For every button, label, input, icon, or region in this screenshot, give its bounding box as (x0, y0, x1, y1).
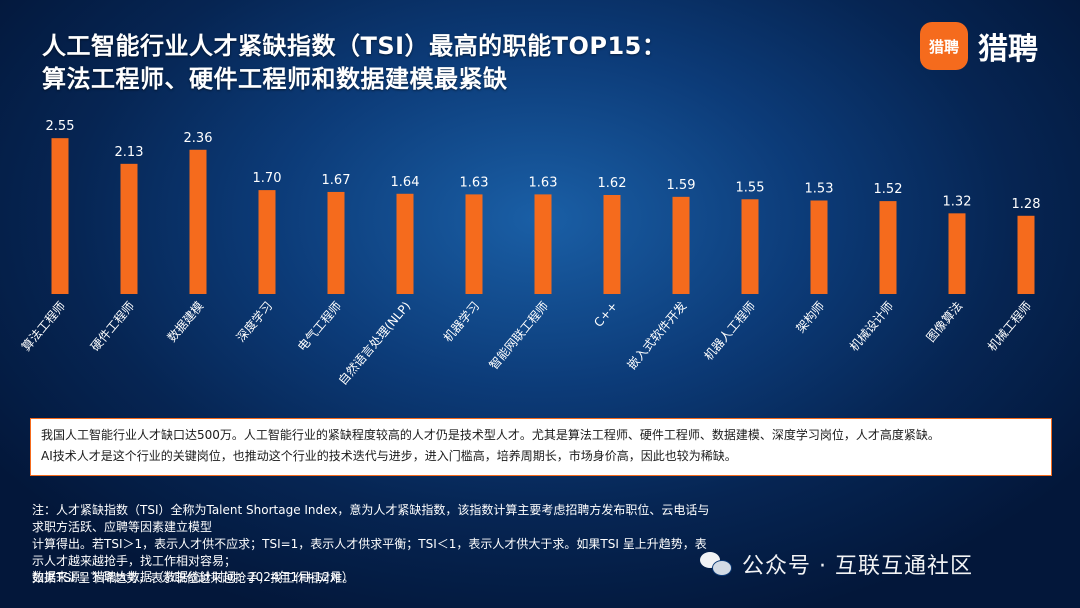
category-label-7: 机器学习 (440, 298, 482, 344)
wechat-icon (700, 552, 732, 576)
title-line-2: 算法工程师、硬件工程师和数据建模最紧缺 (42, 65, 508, 93)
category-label-14: 图像算法 (923, 298, 965, 344)
category-label-12: 架构师 (793, 298, 828, 335)
bar-6 (396, 193, 414, 294)
bar-15 (1017, 215, 1035, 294)
bar-11 (741, 199, 759, 294)
category-label-4: 深度学习 (233, 298, 275, 344)
bar-5 (327, 191, 345, 294)
category-label-10: 嵌入式软件开发 (624, 298, 689, 372)
value-label-13: 1.52 (874, 182, 903, 197)
category-label-3: 数据建模 (164, 298, 206, 344)
bar-2 (120, 163, 138, 294)
bar-14 (948, 213, 966, 294)
footnote-line-3: 如果TSI 呈下降趋势，表示职位越来越抢手，找工作相对难。 (32, 571, 355, 585)
category-label-15: 机械工程师 (984, 298, 1034, 354)
watermark-text: 公众号 · 互联互通社区 (742, 554, 973, 579)
category-label-13: 机械设计师 (846, 298, 896, 354)
summary-box: 我国人工智能行业人才缺口达500万。人工智能行业的紧缺程度较高的人才仍是技术型人… (30, 418, 1052, 476)
value-label-4: 1.70 (253, 171, 282, 186)
bar-1 (51, 138, 69, 294)
bar-9 (603, 195, 621, 294)
chart-title: 人工智能行业人才紧缺指数（TSI）最高的职能TOP15： 算法工程师、硬件工程师… (42, 30, 666, 96)
value-label-2: 2.13 (115, 145, 144, 160)
watermark: 公众号 · 互联互通社区 (700, 548, 973, 580)
bar-chart: 2.55 2.13 2.36 1.70 1.67 1.64 1.63 1.63 1.62 1.59… (18, 119, 1041, 388)
bar-7 (465, 194, 483, 294)
title-line-1: 人工智能行业人才紧缺指数（TSI）最高的职能TOP15： (42, 32, 667, 60)
bar-10 (672, 196, 690, 294)
footnote-line-1: 注：人才紧缺指数（TSI）全称为Talent Shortage Index，意为… (32, 503, 710, 534)
value-label-6: 1.64 (391, 175, 420, 190)
category-label-11: 机器人工程师 (701, 298, 759, 363)
footnote-line-2: 计算得出。若TSI＞1，表示人才供不应求；TSI=1，表示人才供求平衡；TSI＜… (32, 537, 707, 568)
value-label-15: 1.28 (1012, 197, 1041, 212)
bar-3 (189, 149, 207, 294)
value-label-5: 1.67 (322, 173, 351, 188)
summary-line-2: AI技术人才是这个行业的关键岗位，也推动这个行业的技术迭代与进步，进入门槛高，培… (41, 449, 737, 463)
footnote: 注：人才紧缺指数（TSI）全称为Talent Shortage Index，意为… (32, 502, 712, 587)
logo-badge-icon: 猎聘 (920, 22, 968, 70)
category-label-1: 算法工程师 (18, 298, 68, 354)
category-label-8: 智能网联工程师 (486, 298, 551, 372)
value-label-1: 2.55 (46, 119, 75, 134)
bars-group (51, 138, 1035, 294)
logo-text: 猎聘 (978, 32, 1038, 67)
bar-13 (879, 201, 897, 294)
liepin-logo: 猎聘 猎聘 (920, 22, 1038, 70)
value-label-3: 2.36 (184, 131, 213, 146)
category-label-6: 自然语言处理(NLP) (335, 298, 414, 388)
value-label-11: 1.55 (736, 180, 765, 195)
value-label-12: 1.53 (805, 182, 834, 197)
category-label-2: 硬件工程师 (87, 298, 137, 354)
bar-4 (258, 190, 276, 294)
value-label-10: 1.59 (667, 178, 696, 193)
value-label-8: 1.63 (529, 175, 558, 190)
value-label-14: 1.32 (943, 194, 972, 209)
category-label-5: 电气工程师 (294, 298, 344, 354)
data-source: 数据来源：猎聘大数据（数据统计时间：2024年1月-12月） (32, 570, 354, 584)
category-label-9: C++ (591, 299, 620, 330)
value-label-7: 1.63 (460, 175, 489, 190)
summary-line-1: 我国人工智能行业人才缺口达500万。人工智能行业的紧缺程度较高的人才仍是技术型人… (41, 428, 940, 442)
bar-12 (810, 200, 828, 294)
value-labels-group: 2.55 2.13 2.36 1.70 1.67 1.64 1.63 1.63 1.62 1.59… (46, 119, 1041, 212)
bar-8 (534, 194, 552, 294)
value-label-9: 1.62 (598, 176, 627, 191)
